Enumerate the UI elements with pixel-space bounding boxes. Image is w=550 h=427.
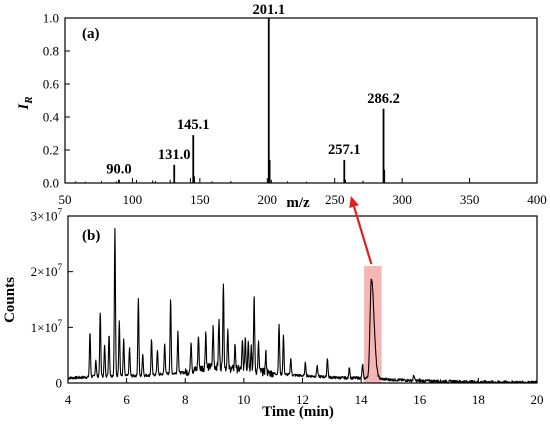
- arrow-head: [349, 196, 359, 208]
- chromatogram-y-axis-label: Counts: [2, 277, 18, 323]
- x-tick-label: 350: [460, 192, 480, 207]
- x-tick-label: 20: [531, 392, 544, 407]
- x-tick-label: 300: [392, 192, 412, 207]
- x-tick-label: 6: [123, 392, 130, 407]
- mass-spectrum-ticks: 50 100 150 200 250 300 350 400 0.0 0.2 0.4 0.6 0.8 1.…: [43, 11, 547, 208]
- peak-label: 131.0: [158, 147, 191, 163]
- highlight-arrow: [349, 196, 373, 265]
- x-tick-label: 16: [413, 392, 427, 407]
- panel-b-label: (b): [82, 228, 100, 244]
- y-tick-label: 0.6: [43, 77, 60, 92]
- svg-text:IR: IR: [16, 96, 35, 110]
- peak-label: 90.0: [106, 162, 131, 178]
- x-tick-label: 8: [182, 392, 189, 407]
- y-tick-label: 1.0: [43, 11, 59, 26]
- x-tick-label: 50: [59, 192, 72, 207]
- peak-label: 145.1: [177, 117, 210, 133]
- mass-spectrum-peaks: [75, 18, 386, 183]
- chromatogram-y-axis-label-group: Counts: [2, 277, 18, 323]
- mass-spectrum-x-axis-label: m/z: [286, 195, 310, 211]
- x-tick-label: 14: [355, 392, 369, 407]
- y-tick-label: 1×107: [31, 318, 63, 335]
- y-tick-label: 0.2: [43, 143, 59, 158]
- x-tick-label: 100: [123, 192, 143, 207]
- highlight-region: [364, 266, 382, 383]
- y-tick-label: 0: [56, 376, 63, 391]
- x-tick-label: 150: [190, 192, 210, 207]
- peak-label: 257.1: [328, 142, 361, 158]
- mass-spectrum-peak-labels: 90.0 131.0 145.1 201.1 257.1 286.2: [106, 2, 400, 178]
- x-tick-label: 400: [527, 192, 547, 207]
- y-tick-label: 2×107: [31, 262, 63, 279]
- chromatogram-trace: [67, 227, 538, 384]
- y-tick-label: 0.8: [43, 44, 59, 59]
- x-tick-label: 12: [296, 392, 309, 407]
- y-tick-label: 3×107: [31, 207, 63, 224]
- panel-a-label: (a): [82, 26, 100, 42]
- x-tick-label: 250: [325, 192, 345, 207]
- mass-spectrum-y-axis-label: IR: [16, 96, 35, 110]
- chromatogram-panel: 4 6 8 10 12 14 16 18 20 0 1×107 2×107 3×107 (b) Time…: [2, 207, 544, 421]
- y-tick-label: 0.0: [43, 176, 59, 191]
- x-tick-label: 200: [258, 192, 278, 207]
- mass-spectrum-panel: 50 100 150 200 250 300 350 400 0.0 0.2 0.4 0.6 0.8 1.…: [16, 2, 547, 211]
- arrow-shaft: [353, 206, 373, 265]
- x-tick-label: 4: [65, 392, 72, 407]
- intensity-subscript: R: [23, 96, 35, 104]
- x-tick-label: 18: [472, 392, 485, 407]
- intensity-symbol: I: [16, 103, 32, 111]
- mass-spectrum-axes-frame: [64, 17, 538, 184]
- chromatogram-x-axis-label: Time (min): [262, 404, 334, 420]
- peak-label: 201.1: [252, 2, 285, 18]
- chromatogram-ticks: 4 6 8 10 12 14 16 18 20 0 1×107 2×107 3×107: [31, 207, 544, 408]
- y-tick-label: 0.4: [43, 110, 60, 125]
- x-tick-label: 10: [237, 392, 250, 407]
- peak-label: 286.2: [367, 91, 400, 107]
